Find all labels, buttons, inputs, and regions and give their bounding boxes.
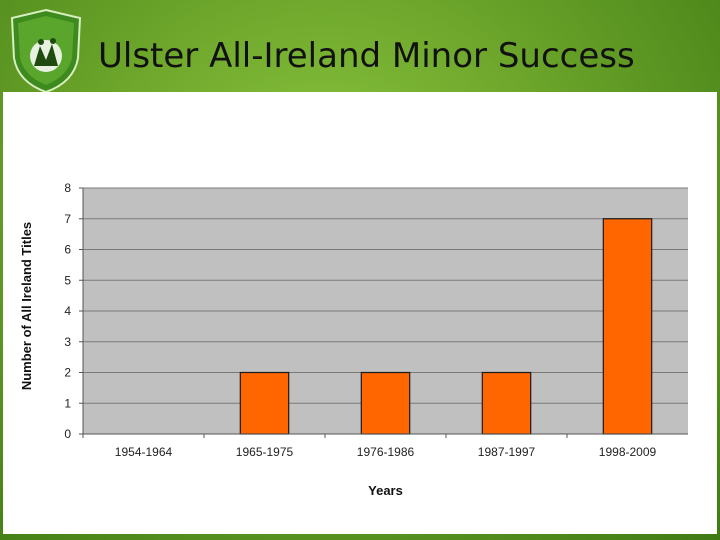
- x-tick-label: 1976-1986: [357, 445, 415, 459]
- y-tick-label: 5: [64, 273, 71, 287]
- chart-panel: 0 1 2 3 4 5 6 7 8 1954-1964 1965-1975 1976-1986 198…: [3, 92, 717, 534]
- x-tick-label: 1965-1975: [236, 445, 294, 459]
- bars: [239, 218, 653, 435]
- bar-1998-2009: [602, 218, 653, 435]
- y-tick-label: 4: [64, 304, 71, 318]
- y-axis-title: Number of All Ireland Titles: [19, 222, 34, 390]
- y-tick-label: 1: [64, 396, 71, 410]
- x-tick-label: 1987-1997: [478, 445, 536, 459]
- y-tick-label: 2: [64, 366, 71, 380]
- bar-1976-1986: [360, 371, 411, 435]
- slide-title: Ulster All-Ireland Minor Success: [98, 36, 635, 76]
- y-tick-label: 6: [64, 243, 71, 257]
- y-tick-label: 0: [64, 427, 71, 441]
- y-axis-ticks: 0 1 2 3 4 5 6 7 8: [64, 181, 83, 441]
- x-tick-label: 1954-1964: [115, 445, 173, 459]
- x-axis-title: Years: [368, 483, 403, 498]
- x-axis-ticks: 1954-1964 1965-1975 1976-1986 1987-1997 1998…: [82, 434, 657, 459]
- bar-1987-1997: [481, 371, 532, 435]
- y-tick-label: 7: [64, 212, 71, 226]
- x-tick-label: 1998-2009: [599, 445, 657, 459]
- y-tick-label: 8: [64, 181, 71, 195]
- y-tick-label: 3: [64, 335, 71, 349]
- club-logo: [8, 8, 84, 94]
- bar-chart: 0 1 2 3 4 5 6 7 8 1954-1964 1965-1975 1976-1986 198…: [19, 181, 688, 498]
- bar-1965-1975: [239, 371, 290, 435]
